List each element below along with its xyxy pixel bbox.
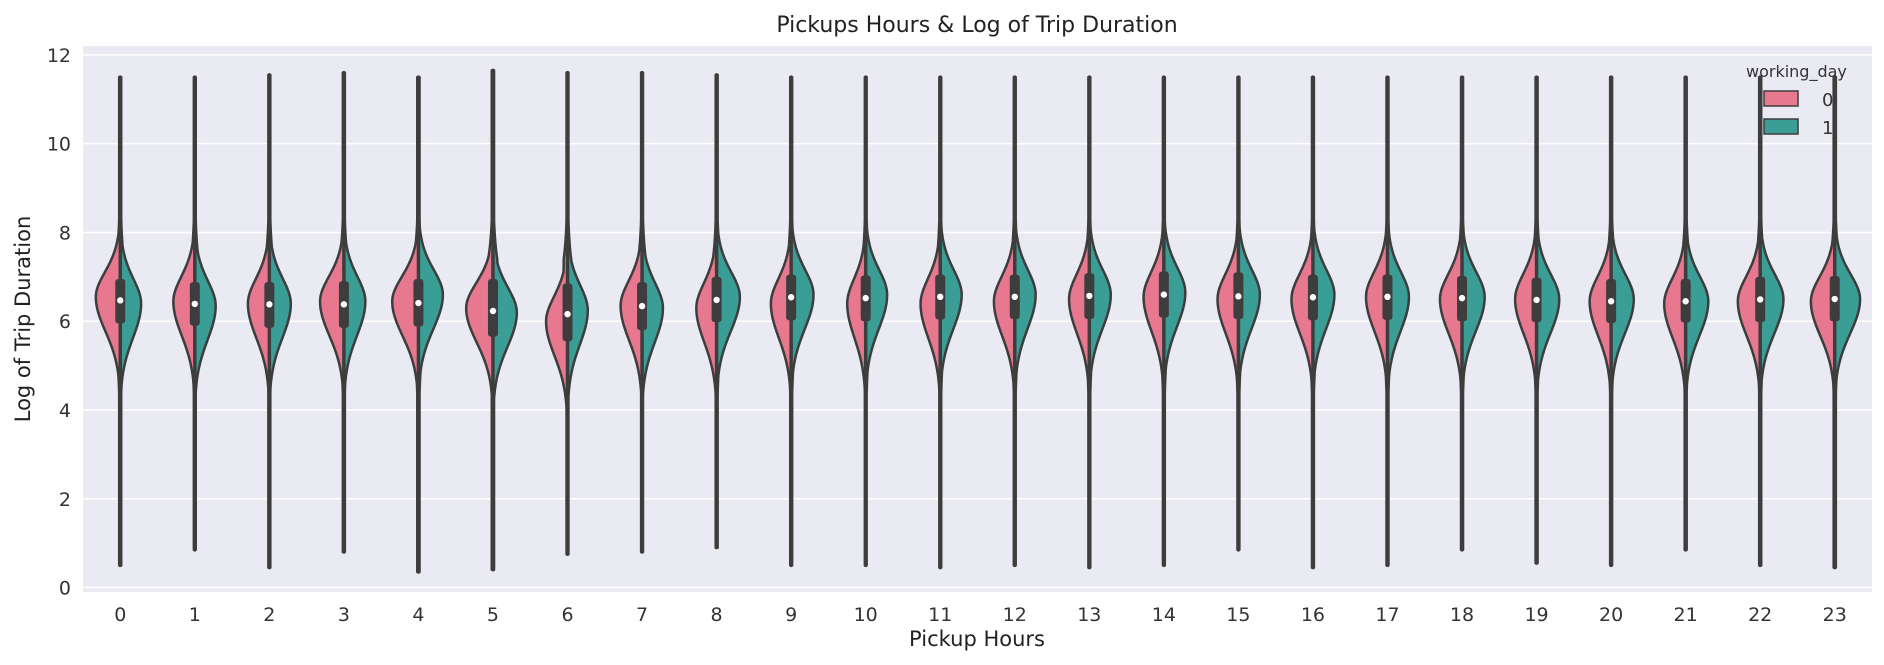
- grid-lines: [83, 54, 1872, 589]
- x-tick-label: 15: [1226, 604, 1250, 626]
- x-axis-title: Pickup Hours: [909, 627, 1045, 651]
- legend-title: working_day: [1746, 62, 1847, 82]
- x-tick-labels: 0 1 2 3 4 5 6 7 8 9 10 11 12 13 14 15 16 17 18 19 20 21 22 23: [114, 604, 1847, 626]
- violin-hour-7: [619, 70, 665, 554]
- x-tick-label: 12: [1003, 604, 1027, 626]
- x-tick-label: 7: [636, 604, 648, 626]
- violin-hour-9: [769, 75, 815, 568]
- violin-hour-15: [1216, 75, 1262, 552]
- violin-hour-16: [1290, 75, 1336, 570]
- violin-hour-12: [992, 75, 1037, 568]
- median-dot: [1607, 298, 1615, 305]
- x-tick-label: 17: [1375, 604, 1399, 626]
- violin-hour-11: [919, 75, 963, 570]
- y-tick-label: 8: [59, 222, 71, 244]
- x-tick-label: 11: [928, 604, 952, 626]
- violin-hour-17: [1364, 75, 1411, 568]
- y-axis-title: Log of Trip Duration: [11, 216, 35, 423]
- median-dot: [1458, 294, 1466, 302]
- violin-hour-19: [1513, 75, 1561, 565]
- violin-hour-6: [544, 70, 590, 557]
- legend: working_day 0 1: [1746, 62, 1847, 139]
- x-tick-label: 22: [1748, 604, 1772, 626]
- violin-hour-3: [318, 70, 367, 554]
- x-tick-label: 9: [785, 604, 797, 626]
- x-tick-label: 1: [189, 604, 201, 626]
- median-dot: [1309, 294, 1317, 301]
- x-tick-label: 2: [263, 604, 275, 626]
- violin-hour-21: [1662, 75, 1710, 552]
- x-tick-label: 23: [1823, 604, 1847, 626]
- y-tick-label: 2: [59, 489, 71, 511]
- median-dot: [1682, 298, 1689, 305]
- x-tick-label: 3: [338, 604, 350, 626]
- x-tick-label: 10: [854, 604, 878, 626]
- violin-hour-8: [695, 73, 742, 550]
- violin-hour-18: [1438, 75, 1486, 552]
- violin-hour-0: [94, 75, 143, 568]
- y-tick-label: 6: [59, 311, 71, 333]
- median-dot: [862, 294, 869, 302]
- y-tick-label: 10: [47, 134, 71, 156]
- legend-label-1: 1: [1822, 118, 1833, 139]
- median-dot: [1160, 291, 1168, 298]
- violin-hour-13: [1067, 75, 1113, 570]
- median-dot: [1831, 295, 1838, 303]
- violin-hour-23: [1809, 75, 1862, 570]
- x-tick-label: 8: [711, 604, 723, 626]
- violins: [94, 68, 1862, 574]
- violin-hour-4: [390, 75, 445, 574]
- legend-swatch-0: [1763, 90, 1799, 107]
- x-tick-label: 14: [1152, 604, 1176, 626]
- median-dot: [1086, 292, 1093, 300]
- x-tick-label: 6: [561, 604, 573, 626]
- x-tick-label: 0: [114, 604, 126, 626]
- x-tick-label: 20: [1599, 604, 1623, 626]
- median-dot: [1235, 293, 1242, 300]
- y-tick-label: 0: [59, 578, 71, 600]
- violin-hour-5: [464, 68, 519, 572]
- median-dot: [564, 310, 571, 318]
- median-dot: [1011, 293, 1018, 301]
- x-tick-label: 18: [1450, 604, 1474, 626]
- median-dot: [340, 301, 348, 308]
- violin-hour-22: [1736, 75, 1785, 568]
- median-dot: [191, 300, 199, 308]
- legend-label-0: 0: [1822, 90, 1833, 111]
- plot-background: [83, 46, 1872, 592]
- y-tick-label: 12: [47, 45, 71, 67]
- median-dot: [266, 301, 273, 308]
- median-dot: [489, 307, 497, 315]
- y-tick-labels: 0 2 4 6 8 10 12: [47, 45, 71, 600]
- chart-title: Pickups Hours & Log of Trip Duration: [776, 13, 1177, 38]
- x-tick-label: 21: [1674, 604, 1698, 626]
- median-dot: [117, 297, 124, 304]
- median-dot: [937, 293, 944, 301]
- x-tick-label: 19: [1524, 604, 1548, 626]
- violin-hour-1: [172, 75, 217, 552]
- median-dot: [713, 296, 720, 304]
- median-dot: [1533, 296, 1540, 304]
- median-dot: [415, 299, 422, 307]
- x-tick-label: 13: [1077, 604, 1101, 626]
- x-tick-label: 16: [1301, 604, 1325, 626]
- legend-swatch-1: [1763, 118, 1799, 135]
- x-tick-label: 4: [412, 604, 424, 626]
- violin-hour-20: [1588, 75, 1635, 568]
- y-tick-label: 4: [59, 400, 71, 422]
- violin-hour-2: [246, 73, 293, 570]
- x-tick-label: 5: [487, 604, 499, 626]
- violin-hour-10: [845, 75, 889, 568]
- median-dot: [1756, 296, 1764, 303]
- violin-hour-14: [1142, 75, 1187, 568]
- median-dot: [1384, 293, 1391, 301]
- median-dot: [638, 302, 646, 310]
- median-dot: [787, 294, 795, 301]
